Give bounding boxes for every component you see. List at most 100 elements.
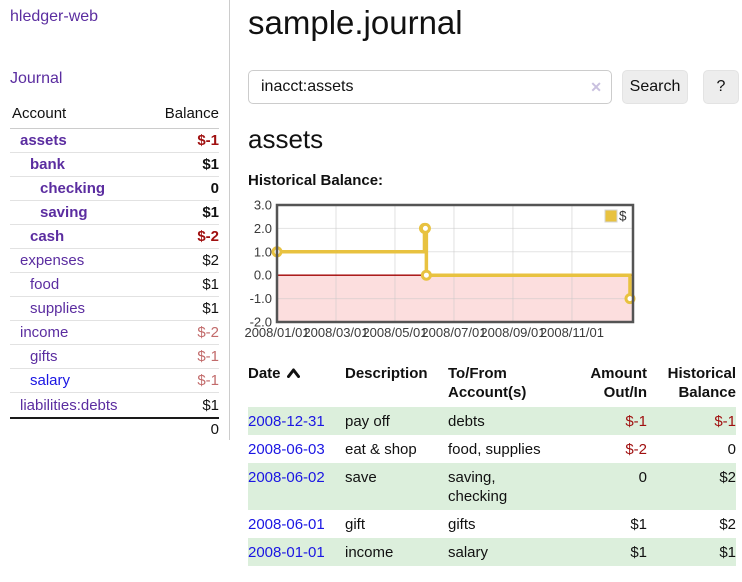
date-sort-header[interactable]: Date [248, 364, 345, 402]
chart-title: Historical Balance: [248, 172, 384, 189]
brand-link[interactable]: hledger-web [10, 8, 99, 25]
transaction-amount: 0 [638, 468, 647, 486]
account-row: cash $-2 [10, 225, 219, 249]
balance-col-header: Balance [164, 105, 219, 122]
account-row: saving $1 [10, 201, 219, 225]
account-link[interactable]: assets [20, 132, 67, 149]
transaction-date-link[interactable]: 2008-01-01 [248, 543, 325, 561]
account-balance: 0 [210, 180, 219, 197]
x-tick-label: 2008/05/01 [362, 325, 427, 340]
account-link[interactable]: expenses [20, 252, 85, 269]
transactions-rows: 2008-12-31 pay off debts $-1 $-1 2008-06-03 ea… [248, 407, 736, 566]
transaction-description: save [345, 468, 377, 486]
journal-nav-link[interactable]: Journal [10, 70, 63, 87]
account-link[interactable]: gifts [30, 348, 58, 365]
account-balance: $1 [202, 300, 219, 317]
account-balance: $1 [202, 396, 219, 414]
account-col-header: Account [12, 105, 67, 122]
account-balance: $2 [202, 252, 219, 269]
balance-chart-svg: 3.0 2.0 1.0 0.0 -1.0 -2.02008/01/012008/03/01… [244, 198, 636, 340]
account-row: income $-2 [10, 321, 219, 345]
account-link[interactable]: liabilities:debts [20, 396, 118, 414]
account-link[interactable]: supplies [30, 300, 86, 317]
amount-header: Amount Out/In [590, 365, 647, 401]
transaction-description: eat & shop [345, 440, 417, 458]
x-tick-label: 2008/07/01 [421, 325, 486, 340]
y-tick-label: 3.0 [254, 198, 272, 213]
account-row: assets $-1 [10, 129, 219, 153]
balance-chart: 3.0 2.0 1.0 0.0 -1.0 -2.0 2008/01/01 2008/03/01… [244, 198, 642, 342]
y-tick-label: -1.0 [250, 291, 272, 306]
transaction-amount: $1 [630, 515, 647, 533]
account-balance: $-1 [197, 132, 219, 149]
data-point-marker [419, 222, 431, 234]
account-row: gifts $-1 [10, 345, 219, 369]
account-row: bank $1 [10, 153, 219, 177]
account-link[interactable]: food [30, 276, 60, 293]
transaction-accounts: debts [448, 412, 485, 430]
x-tick-label: 2008/09/01 [480, 325, 545, 340]
transaction-date-link[interactable]: 2008-06-01 [248, 515, 325, 533]
y-tick-label: 2.0 [254, 221, 272, 236]
page-title: sample.journal [248, 4, 463, 41]
y-tick-label: -2.0 [250, 315, 272, 330]
account-balance: $-2 [197, 324, 219, 341]
transaction-amount: $1 [630, 543, 647, 561]
legend-swatch [604, 209, 618, 223]
accounts-total-row: 0 [10, 417, 219, 440]
accounts-table-header: Account Balance [10, 102, 219, 129]
account-row: salary $-1 [10, 369, 219, 393]
balance-header: Historical Balance [667, 365, 736, 401]
transaction-accounts: salary [448, 543, 489, 561]
transaction-accounts: saving, checking [448, 468, 508, 505]
legend-label: $ [619, 209, 627, 224]
x-tick-label: 2008/01/01 [244, 325, 309, 340]
account-row: liabilities:debts $1 [10, 393, 219, 417]
account-balance: $1 [202, 276, 219, 293]
transaction-row: 2008-06-01 gift gifts $1 $2 [248, 510, 736, 538]
transaction-date-link[interactable]: 2008-06-03 [248, 440, 325, 458]
account-link[interactable]: salary [30, 372, 71, 389]
account-link[interactable]: checking [40, 180, 106, 197]
accounts-total-value: 0 [210, 421, 219, 438]
transaction-balance: 0 [727, 440, 736, 458]
date-header-label: Date [248, 365, 281, 382]
transaction-date-link[interactable]: 2008-06-02 [248, 468, 325, 486]
account-link[interactable]: income [20, 324, 69, 341]
help-button[interactable]: ? [703, 70, 739, 104]
search-form: ✕ Search ? [248, 70, 739, 104]
transaction-balance: $2 [719, 515, 736, 533]
account-balance: $-1 [197, 348, 219, 365]
clear-search-icon[interactable]: ✕ [590, 79, 602, 95]
account-balance: $1 [202, 204, 219, 221]
y-tick-label: 0.0 [254, 268, 272, 283]
account-row: expenses $2 [10, 249, 219, 273]
transaction-description: gift [345, 515, 366, 533]
account-balance: $-1 [197, 372, 219, 389]
description-header: Description [345, 365, 428, 382]
transaction-description: income [345, 543, 394, 561]
accounts-table: Account Balance assets $-1 bank $1 checking 0… [10, 102, 219, 440]
transaction-amount: $-1 [625, 412, 647, 430]
transaction-description: pay off [345, 412, 390, 430]
transaction-balance: $2 [719, 468, 736, 486]
transaction-accounts: gifts [448, 515, 476, 533]
search-input[interactable] [248, 70, 612, 104]
y-tick-label: 1.0 [254, 244, 272, 259]
sidebar: hledger-web Journal Account Balance asse… [0, 0, 230, 440]
transaction-row: 2008-01-01 income salary $1 $1 [248, 538, 736, 566]
transactions-table: Date Description To/From Account(s) Amou… [248, 364, 736, 566]
x-tick-label: 2008/03/01 [303, 325, 368, 340]
transaction-balance: $-1 [714, 412, 736, 430]
search-button[interactable]: Search [622, 70, 688, 104]
transaction-date-link[interactable]: 2008-12-31 [248, 412, 325, 430]
account-row: food $1 [10, 273, 219, 297]
sort-asc-icon [286, 368, 300, 378]
account-row: checking 0 [10, 177, 219, 201]
account-link[interactable]: saving [40, 204, 88, 221]
account-link[interactable]: bank [30, 156, 66, 173]
transactions-header: Date Description To/From Account(s) Amou… [248, 364, 736, 407]
account-link[interactable]: cash [30, 228, 65, 245]
account-balance: $1 [202, 156, 219, 173]
